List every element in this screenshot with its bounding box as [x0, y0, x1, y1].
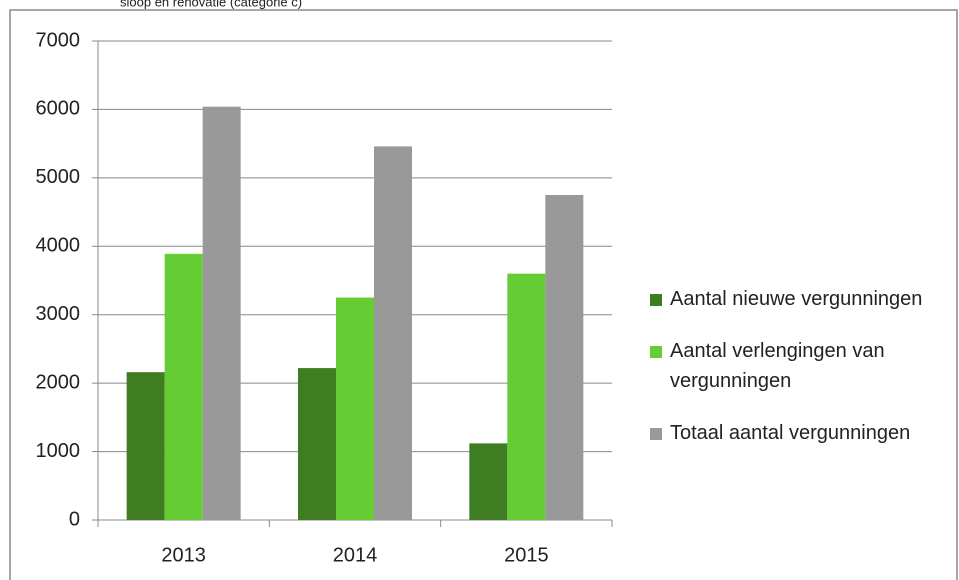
bar	[374, 146, 412, 520]
bar	[336, 297, 374, 520]
bar	[507, 273, 546, 520]
legend-label: Aantal nieuwe vergunningen	[670, 288, 922, 310]
y-tick-label: 2000	[36, 371, 81, 393]
y-tick-label: 5000	[36, 166, 81, 188]
y-tick-label: 3000	[36, 303, 81, 325]
legend-swatch	[650, 346, 662, 358]
x-tick-label: 2013	[161, 544, 206, 566]
bar	[164, 253, 203, 520]
legend-swatch	[650, 294, 662, 306]
legend-line: Aantal nieuwe vergunningen	[670, 288, 922, 310]
bar	[298, 368, 336, 520]
bar	[202, 106, 241, 520]
legend-swatch	[650, 428, 662, 440]
y-tick-label: 0	[69, 508, 80, 530]
y-tick-label: 1000	[36, 440, 81, 462]
y-tick-label: 6000	[36, 98, 81, 120]
y-tick-label: 4000	[36, 235, 81, 257]
chart-frame	[9, 9, 958, 580]
y-tick-label: 7000	[36, 29, 81, 51]
legend-label: Totaal aantal vergunningen	[670, 422, 910, 444]
legend-line: Aantal verlengingen van	[670, 340, 885, 362]
bar	[469, 443, 508, 520]
chart-title: sloop en renovatie (categorie c)	[120, 0, 302, 9]
x-tick-label: 2015	[504, 544, 549, 566]
legend-line: Totaal aantal vergunningen	[670, 422, 910, 444]
legend-line: vergunningen	[670, 370, 791, 392]
bar	[126, 372, 165, 520]
legend-label: Aantal verlengingen van vergunningen	[670, 340, 885, 392]
x-tick-label: 2014	[333, 544, 378, 566]
bar	[545, 194, 584, 520]
